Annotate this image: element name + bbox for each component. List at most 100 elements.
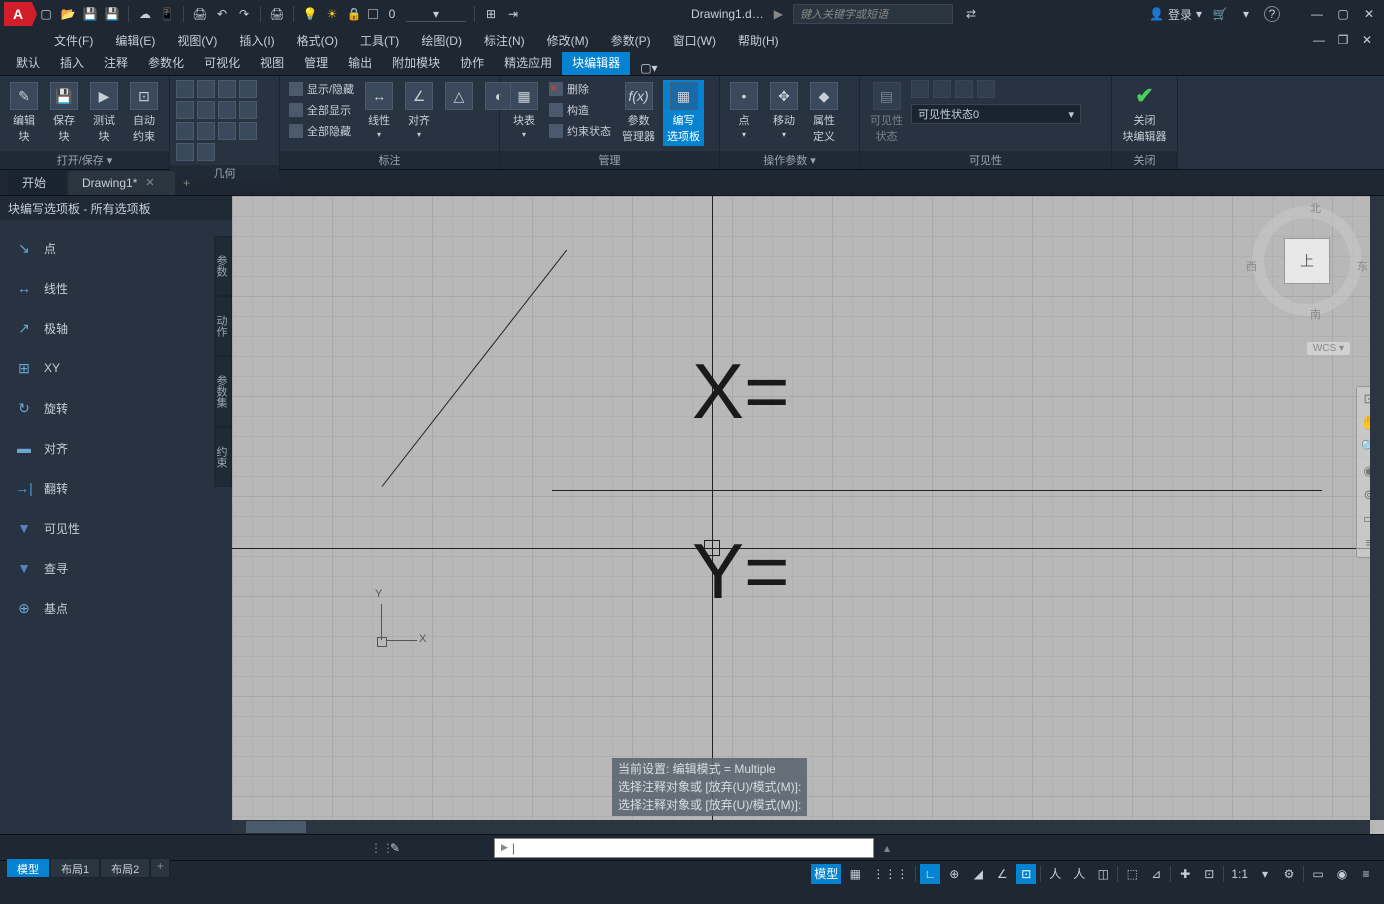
status-polar[interactable]: ⊕ [944,864,964,884]
help-icon[interactable]: ? [1264,6,1280,22]
vtab-paramset[interactable]: 参数集 [214,356,232,427]
menu-file[interactable]: 文件(F) [44,29,103,52]
doctab-add[interactable]: + [177,176,197,190]
angular-button[interactable]: △ [441,80,477,126]
show-all[interactable]: 全部显示 [286,101,357,119]
new-icon[interactable]: ▢ [38,6,54,22]
status-ortho[interactable]: ∟ [920,864,940,884]
close-icon[interactable]: ✕ [145,176,154,189]
scrollbar-h[interactable] [232,820,1370,834]
authoring-palette-button[interactable]: ▦编写 选项板 [663,80,704,146]
status-ws[interactable]: ◉ [1332,864,1352,884]
point-button[interactable]: •点▾ [726,80,762,141]
status-sel[interactable]: ✚ [1175,864,1195,884]
show-hide[interactable]: 显示/隐藏 [286,80,357,98]
login-button[interactable]: 👤 登录 ▾ [1149,6,1202,23]
side-visibility[interactable]: ▼可见性 [0,508,232,548]
rtab-manage[interactable]: 管理 [294,50,338,75]
rtab-blockedit[interactable]: 块编辑器 [562,50,630,75]
lock-icon[interactable]: 🔒 [346,6,362,22]
menu-param[interactable]: 参数(P) [601,29,661,52]
rtab-extra[interactable]: ▢▾ [640,61,657,75]
delete[interactable]: ✕删除 [546,80,614,98]
side-align[interactable]: ▬对齐 [0,428,232,468]
doc-close[interactable]: ✕ [1356,30,1378,50]
status-lw[interactable]: 人 [1069,864,1089,884]
mobile-icon[interactable]: 📱 [159,6,175,22]
rtab-featured[interactable]: 精选应用 [494,50,562,75]
side-linear[interactable]: ↔线性 [0,268,232,308]
plot-icon[interactable]: 🖨 [192,6,208,22]
side-rotate[interactable]: ↻旋转 [0,388,232,428]
move-button[interactable]: ✥移动▾ [766,80,802,141]
doc-restore[interactable]: ❐ [1332,30,1354,50]
print-icon[interactable]: 🖨 [269,6,285,22]
close-button[interactable]: ✕ [1358,4,1380,24]
redo-icon[interactable]: ↷ [236,6,252,22]
blocktable-button[interactable]: ▦块表▾ [506,80,542,141]
status-grid[interactable]: ▦ [845,864,865,884]
vtab-constraint[interactable]: 约束 [214,427,232,487]
doctab-drawing1[interactable]: Drawing1*✕ [68,171,175,195]
rtab-view[interactable]: 视图 [250,50,294,75]
ltab-add[interactable]: + [150,858,170,878]
hide-all[interactable]: 全部隐藏 [286,122,357,140]
maximize-button[interactable]: ▢ [1332,4,1354,24]
panel-action[interactable]: 操作参数 ▾ [720,151,859,169]
side-point[interactable]: ↘点 [0,228,232,268]
align-button[interactable]: ∠对齐▾ [401,80,437,141]
web-icon[interactable]: ☁ [137,6,153,22]
menu-view[interactable]: 视图(V) [167,29,227,52]
edit-block-button[interactable]: ✎编辑 块 [6,80,42,146]
menu-window[interactable]: 窗口(W) [663,29,726,52]
command-input[interactable]: | [494,838,874,858]
construct[interactable]: 构造 [546,101,614,119]
rtab-visualize[interactable]: 可视化 [194,50,250,75]
rtab-collab[interactable]: 协作 [450,50,494,75]
attrdef-button[interactable]: ◆属性 定义 [806,80,842,146]
status-custom[interactable]: ≡ [1356,864,1376,884]
status-anno[interactable]: 人 [1045,864,1065,884]
side-xy[interactable]: ⊞XY [0,348,232,388]
minimize-button[interactable]: — [1306,4,1328,24]
vis-state-button[interactable]: ▤可见性 状态 [866,80,907,146]
side-flip[interactable]: →|翻转 [0,468,232,508]
scrollbar-v[interactable] [1370,196,1384,820]
ltab-layout2[interactable]: 布局2 [100,858,150,878]
status-qp[interactable]: ▭ [1308,864,1328,884]
menu-format[interactable]: 格式(O) [287,29,348,52]
menu-help[interactable]: 帮助(H) [728,29,789,52]
undo-icon[interactable]: ↶ [214,6,230,22]
save-icon[interactable]: 💾 [82,6,98,22]
side-basepoint[interactable]: ⊕基点 [0,588,232,628]
layer-box[interactable] [368,9,378,19]
rtab-annotate[interactable]: 注释 [94,50,138,75]
side-polar[interactable]: ↗极轴 [0,308,232,348]
bolt-icon[interactable]: ⇥ [505,6,521,22]
open-icon[interactable]: 📂 [60,6,76,22]
rtab-insert[interactable]: 插入 [50,50,94,75]
status-snap[interactable]: ⋮⋮⋮ [869,864,911,884]
doc-minimize[interactable]: — [1308,30,1330,50]
status-cycle[interactable]: ⬚ [1122,864,1142,884]
title-play[interactable]: ▶ [774,7,783,21]
save-block-button[interactable]: 💾保存 块 [46,80,82,146]
saveas-icon[interactable]: 💾 [104,6,120,22]
vtab-action[interactable]: 动作 [214,296,232,356]
share-icon[interactable]: ⊞ [483,6,499,22]
drawing-canvas[interactable]: X= Y= XY 北 南 东 西 上 WCS ▾ ⊡ ✋ 🔍 ◉ ⊚ ▭ ≡ 当… [232,196,1384,834]
rtab-default[interactable]: 默认 [6,50,50,75]
status-scale[interactable]: 1:1 [1228,864,1251,884]
ltab-layout1[interactable]: 布局1 [50,858,100,878]
view-cube[interactable]: 北 南 东 西 上 [1252,206,1362,316]
sun-icon[interactable]: ☀ [324,6,340,22]
doctab-start[interactable]: 开始 [8,171,66,195]
close-editor-button[interactable]: ✔关闭 块编辑器 [1119,80,1171,146]
vis-state-dropdown[interactable]: 可见性状态0▾ [911,104,1081,124]
rtab-output[interactable]: 输出 [338,50,382,75]
constraint-state[interactable]: 约束状态 [546,122,614,140]
status-trans[interactable]: ◫ [1093,864,1113,884]
rtab-param[interactable]: 参数化 [138,50,194,75]
vtab-param[interactable]: 参数 [214,236,232,296]
menu-draw[interactable]: 绘图(D) [411,29,472,52]
